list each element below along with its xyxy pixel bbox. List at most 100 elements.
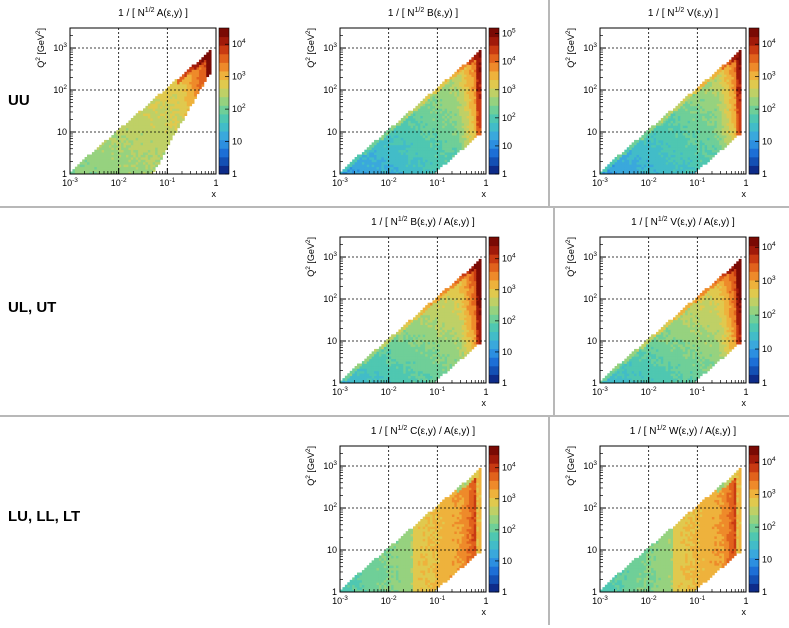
heatmap-cell [398, 337, 401, 340]
heatmap-cell [712, 145, 715, 148]
heatmap-cell [389, 138, 392, 141]
heatmap-cell [141, 118, 144, 121]
heatmap-cell [469, 79, 472, 82]
heatmap-cell [678, 152, 681, 155]
heatmap-cell [201, 60, 204, 63]
heatmap-cell [731, 91, 734, 94]
heatmap-cell [138, 113, 141, 116]
heatmap-cell [394, 337, 397, 340]
heatmap-cell [459, 325, 462, 328]
heatmap-cell [377, 142, 380, 145]
heatmap-cell [712, 99, 715, 102]
heatmap-cell [394, 147, 397, 150]
heatmap-cell [651, 145, 654, 148]
heatmap-cell [381, 351, 384, 354]
heatmap-cell [442, 371, 445, 374]
heatmap-cell [678, 118, 681, 121]
heatmap-cell [469, 315, 472, 318]
heatmap-cell [428, 364, 431, 367]
heatmap-cell [381, 364, 384, 367]
heatmap-cell [423, 310, 426, 313]
heatmap-cell [739, 60, 742, 63]
heatmap-cell [126, 155, 129, 158]
heatmap-cell [663, 159, 666, 162]
heatmap-cell [394, 371, 397, 374]
heatmap-cell [411, 366, 414, 369]
heatmap-cell [654, 142, 657, 145]
heatmap-cell [357, 373, 360, 376]
heatmap-cell [615, 159, 618, 162]
heatmap-cell [641, 155, 644, 158]
heatmap-cell [734, 128, 737, 131]
heatmap-cell [727, 108, 730, 111]
heatmap-cell [673, 125, 676, 128]
heatmap-cell [471, 135, 474, 138]
heatmap-cell [697, 155, 700, 158]
heatmap-cell [182, 108, 185, 111]
heatmap-cell [714, 118, 717, 121]
heatmap-cell [469, 310, 472, 313]
heatmap-cell [175, 103, 178, 106]
heatmap-cell [420, 359, 423, 362]
heatmap-cell [401, 344, 404, 347]
heatmap-cell [714, 91, 717, 94]
heatmap-cell [194, 91, 197, 94]
heatmap-cell [445, 79, 448, 82]
heatmap-cell [700, 125, 703, 128]
heatmap-cell [432, 140, 435, 143]
heatmap-cell [192, 86, 195, 89]
heatmap-cell [384, 368, 387, 371]
heatmap-cell [367, 361, 370, 364]
heatmap-cell [411, 118, 414, 121]
heatmap-cell [685, 108, 688, 111]
heatmap-cell [479, 111, 482, 114]
heatmap-cell [479, 120, 482, 123]
heatmap-cell [352, 376, 355, 379]
heatmap-cell [454, 283, 457, 286]
heatmap-cell [641, 142, 644, 145]
heatmap-cell [155, 120, 158, 123]
heatmap-cell [150, 125, 153, 128]
heatmap-cell [469, 118, 472, 121]
heatmap-cell [420, 133, 423, 136]
heatmap-cell [663, 167, 666, 170]
heatmap-cell [644, 147, 647, 150]
heatmap-cell [651, 159, 654, 162]
heatmap-cell [692, 113, 695, 116]
heatmap-cell [406, 325, 409, 328]
heatmap-cell [467, 276, 470, 279]
heatmap-cell [99, 147, 102, 150]
heatmap-cell [160, 116, 163, 119]
heatmap-cell [153, 106, 156, 109]
heatmap-cell [675, 140, 678, 143]
heatmap-cell [362, 373, 365, 376]
heatmap-cell [372, 361, 375, 364]
heatmap-cell [428, 157, 431, 160]
heatmap-cell [710, 145, 713, 148]
heatmap-cell [462, 332, 465, 335]
heatmap-cell [148, 159, 151, 162]
heatmap-cell [381, 366, 384, 369]
heatmap-cell [148, 150, 151, 153]
heatmap-cell [476, 96, 479, 99]
heatmap-cell [476, 52, 479, 55]
heatmap-cell [467, 67, 470, 70]
heatmap-cell [678, 111, 681, 114]
heatmap-cell [668, 120, 671, 123]
heatmap-cell [124, 125, 127, 128]
heatmap-cell [413, 152, 416, 155]
heatmap-cell [722, 67, 725, 70]
heatmap-cell [418, 361, 421, 364]
heatmap-cell [131, 164, 134, 167]
heatmap-cell [131, 145, 134, 148]
heatmap-cell [143, 128, 146, 131]
heatmap-cell [133, 164, 136, 167]
heatmap-cell [377, 361, 380, 364]
heatmap-cell [450, 300, 453, 303]
heatmap-cell [717, 84, 720, 87]
heatmap-cell [150, 155, 153, 158]
heatmap-cell [668, 128, 671, 131]
heatmap-cell [467, 108, 470, 111]
y-tick-label: 103 [583, 42, 597, 53]
heatmap-cell [459, 91, 462, 94]
